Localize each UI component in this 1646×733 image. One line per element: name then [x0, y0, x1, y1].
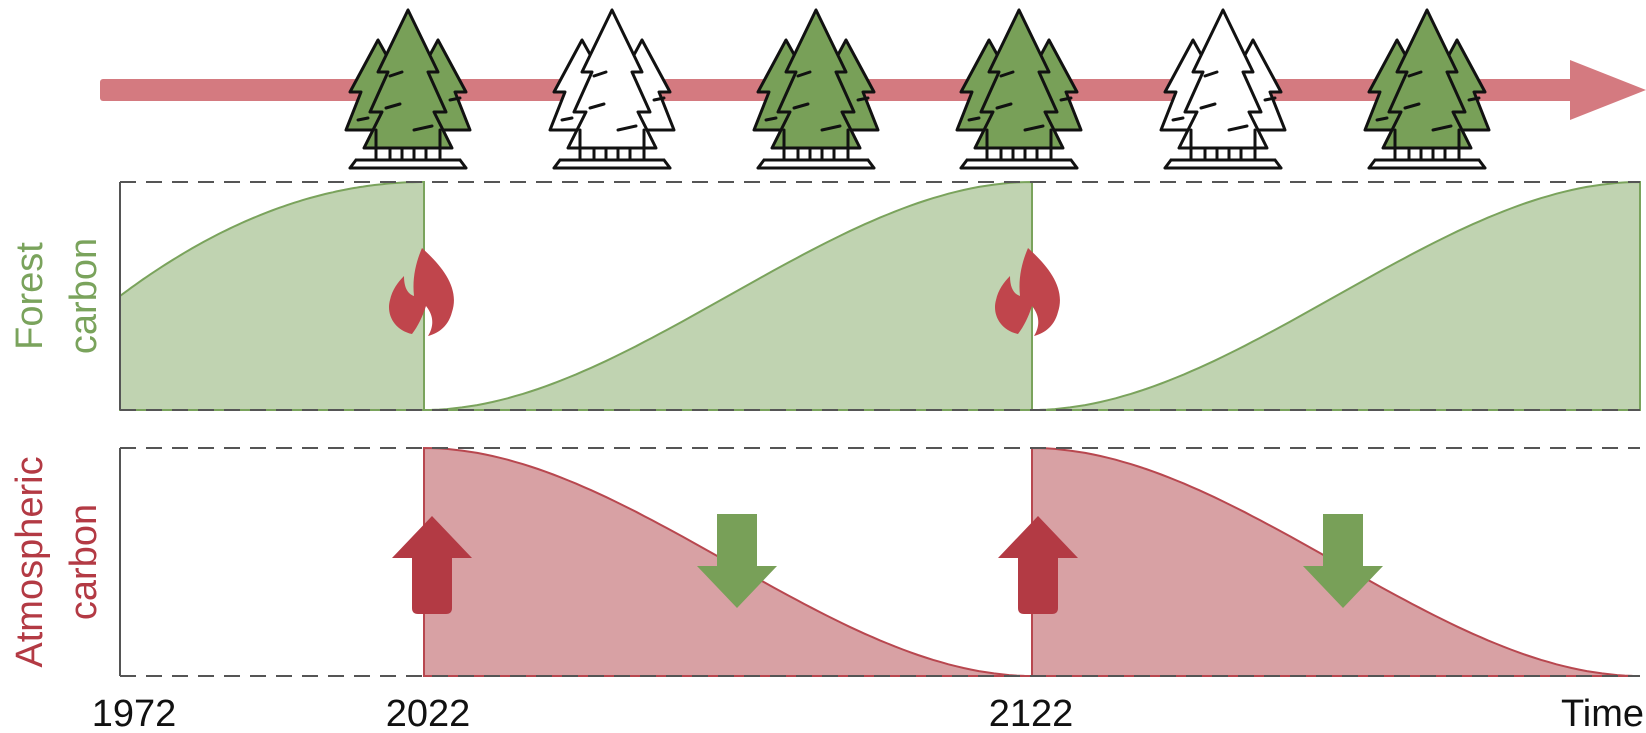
atmo-label-line-1: Atmospheric [9, 456, 51, 667]
tree-cluster-icon-4 [955, 8, 1083, 170]
timeline-arrow-head [1570, 60, 1646, 120]
forest-area-regrowth-2 [1031, 180, 1641, 411]
tree-cluster-icon-3 [752, 8, 880, 170]
tree-cluster-icon-5 [1159, 8, 1287, 170]
tick-2122: 2122 [989, 693, 1074, 733]
forest-carbon-panel [119, 180, 1641, 411]
tick-2022: 2022 [386, 693, 471, 733]
tree-cluster-icon-1 [344, 8, 472, 170]
x-axis-label-time: Time [1561, 693, 1644, 733]
atmospheric-carbon-panel [119, 446, 1641, 677]
forest-label-line-1: Forest [9, 242, 51, 350]
forest-carbon-label: Forest carbon [9, 238, 105, 354]
atmospheric-carbon-label: Atmospheric carbon [9, 456, 105, 667]
forest-area-pre-fire [119, 181, 425, 411]
tick-1972: 1972 [92, 693, 177, 733]
forest-area-regrowth-1 [423, 180, 1033, 411]
forest-label-line-2: carbon [63, 238, 105, 354]
tree-cluster-icon-2 [548, 8, 676, 170]
atmo-label-line-2: carbon [63, 504, 105, 620]
tree-cluster-icon-6 [1363, 8, 1491, 170]
